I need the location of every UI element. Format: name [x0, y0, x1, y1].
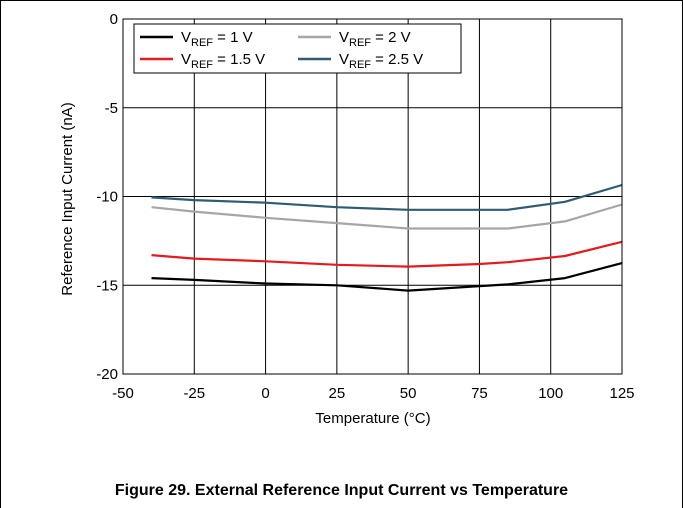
series-line-2	[151, 203, 623, 230]
figure-caption: Figure 29. External Reference Input Curr…	[114, 482, 569, 499]
series-line-3	[151, 183, 623, 211]
x-axis-label: Temperature (°C)	[315, 410, 430, 427]
legend: VREF = 1 V VREF = 2 V VREF = 1.5 V VREF = 2…	[133, 23, 462, 74]
x-tick-label: 100	[538, 385, 563, 402]
grid-lines	[123, 19, 622, 374]
x-tick-label: 0	[261, 385, 269, 402]
y-tick-label: -20	[96, 366, 118, 383]
legend-label-2: VREF = 2 V	[339, 29, 411, 49]
series-line-0	[151, 262, 623, 292]
y-tick-label: -10	[96, 189, 118, 206]
series-line-1	[151, 240, 623, 268]
y-tick-label: -15	[96, 277, 118, 294]
legend-label-1: VREF = 1.5 V	[181, 51, 265, 71]
x-tick-label: -50	[112, 385, 134, 402]
legend-box	[133, 23, 462, 74]
legend-label-3: VREF = 2.5 V	[339, 51, 423, 71]
y-axis-label: Reference Input Current (nA)	[59, 102, 76, 295]
legend-label-0: VREF = 1 V	[181, 29, 253, 49]
x-tick-label: 50	[400, 385, 417, 402]
plot-area: -50 -25 0 25 50 75 100 125 0 -5 -10 -15 -20 VREF = 1…	[96, 11, 634, 402]
x-tick-label: -25	[183, 385, 205, 402]
series-lines	[151, 183, 623, 292]
y-tick-label: 0	[110, 11, 118, 28]
x-tick-label: 25	[329, 385, 346, 402]
y-tick-label: -5	[105, 100, 118, 117]
x-tick-label: 125	[609, 385, 634, 402]
x-tick-label: 75	[471, 385, 488, 402]
plot-border	[122, 18, 623, 375]
tick-labels: -50 -25 0 25 50 75 100 125 0 -5 -10 -15 -20	[96, 11, 634, 402]
